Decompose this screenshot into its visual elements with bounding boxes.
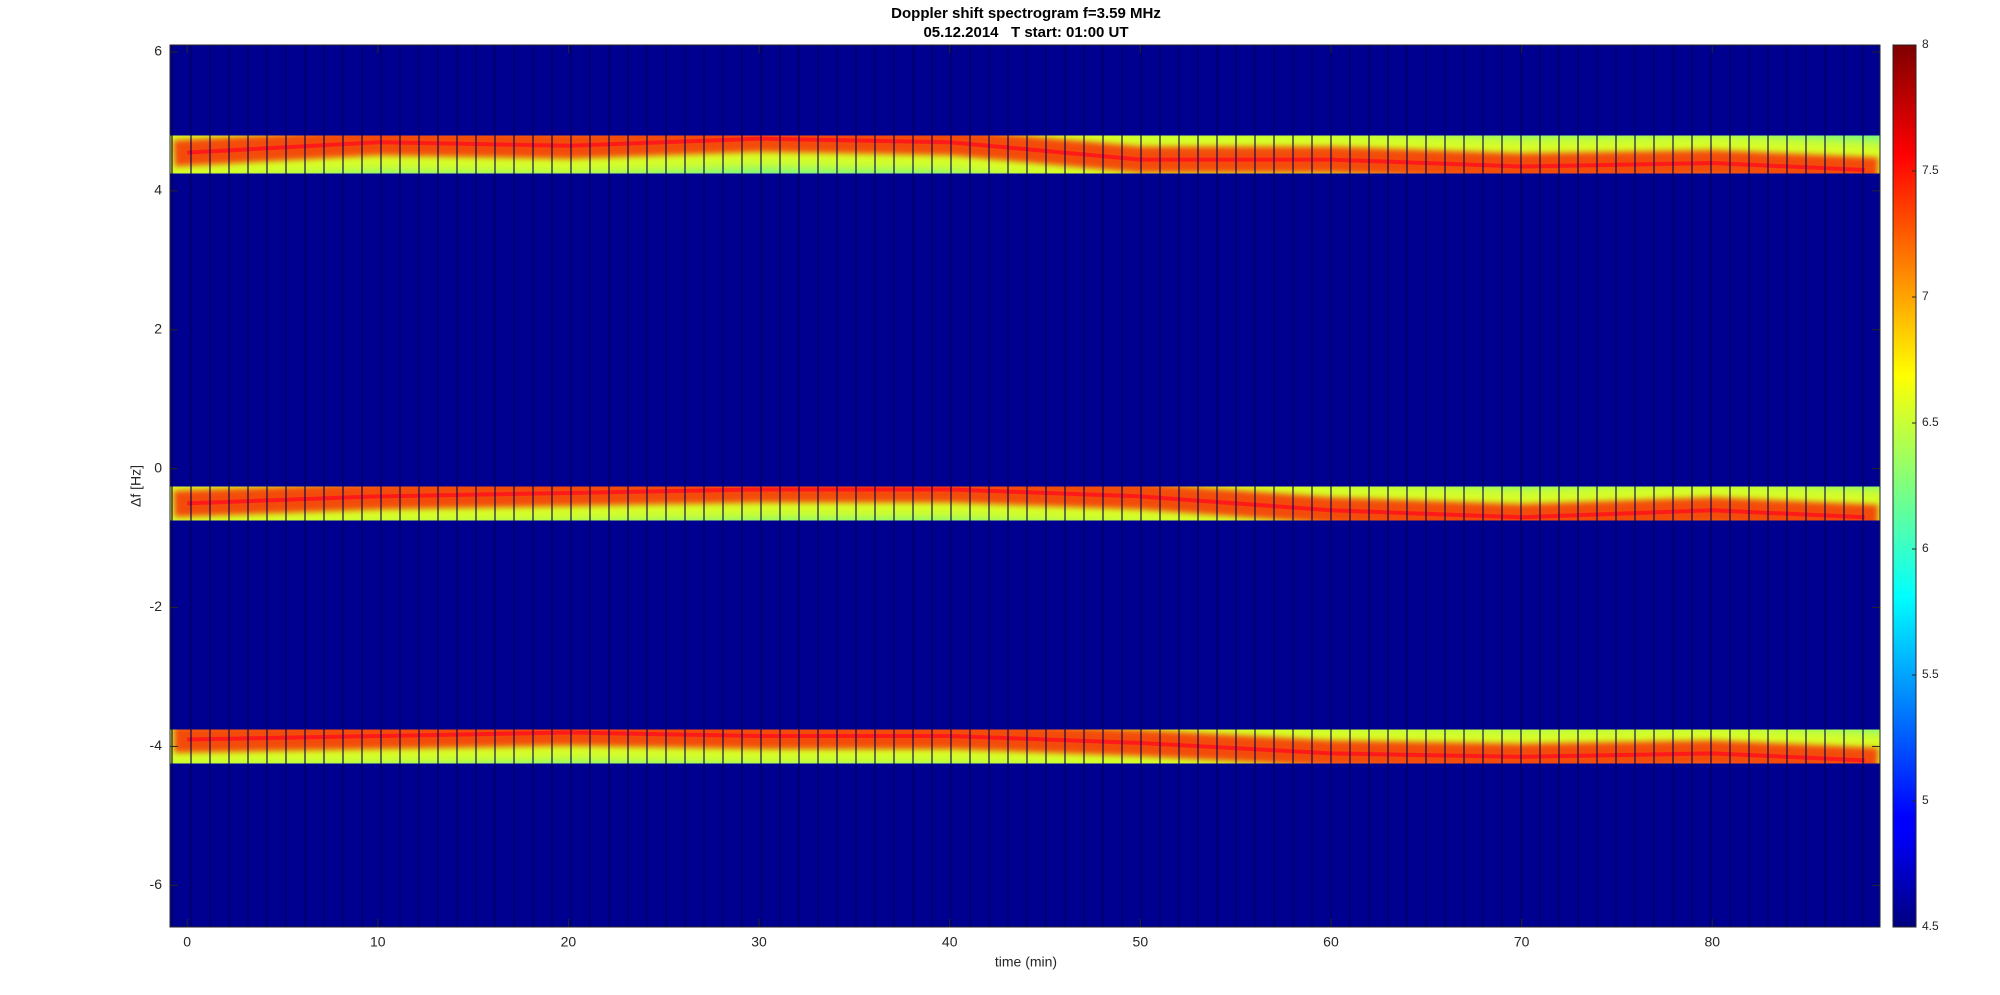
chart-subtitle: 05.12.2014 T start: 01:00 UT xyxy=(923,24,1128,41)
y-axis-label: Δf [Hz] xyxy=(128,465,144,507)
colorbar-tick-label: 7 xyxy=(1922,289,1929,303)
colorbar-tick-label: 5.5 xyxy=(1922,667,1939,681)
colorbar-tick-label: 5 xyxy=(1922,793,1929,807)
axes-box xyxy=(169,44,1881,928)
x-tick-label: 70 xyxy=(1514,934,1530,950)
x-axis-label: time (min) xyxy=(995,954,1057,970)
y-tick-label: -2 xyxy=(150,598,163,614)
y-tick-label: 4 xyxy=(154,182,162,198)
colorbar-tick-label: 6.5 xyxy=(1922,415,1939,429)
x-tick-label: 50 xyxy=(1133,934,1149,950)
x-tick-label: 30 xyxy=(751,934,767,950)
y-tick-label: 6 xyxy=(154,43,162,59)
y-tick-label: -4 xyxy=(150,737,163,753)
x-tick-label: 60 xyxy=(1323,934,1339,950)
x-tick-label: 40 xyxy=(942,934,958,950)
colorbar-tick-label: 4.5 xyxy=(1922,919,1939,933)
x-tick-label: 10 xyxy=(370,934,386,950)
y-tick-label: 2 xyxy=(154,320,162,336)
chart-title: Doppler shift spectrogram f=3.59 MHz xyxy=(891,5,1161,22)
colorbar-tick-label: 7.5 xyxy=(1922,163,1939,177)
colorbar xyxy=(1892,44,1917,928)
x-tick-label: 80 xyxy=(1704,934,1720,950)
y-tick-label: 0 xyxy=(154,459,162,475)
colorbar-tick-label: 6 xyxy=(1922,541,1929,555)
y-tick-label: -6 xyxy=(150,876,163,892)
x-tick-label: 20 xyxy=(561,934,577,950)
scan-stripes xyxy=(170,45,1880,927)
colorbar-tick-label: 8 xyxy=(1922,37,1929,51)
plot-area xyxy=(170,45,1880,927)
x-tick-label: 0 xyxy=(183,934,191,950)
